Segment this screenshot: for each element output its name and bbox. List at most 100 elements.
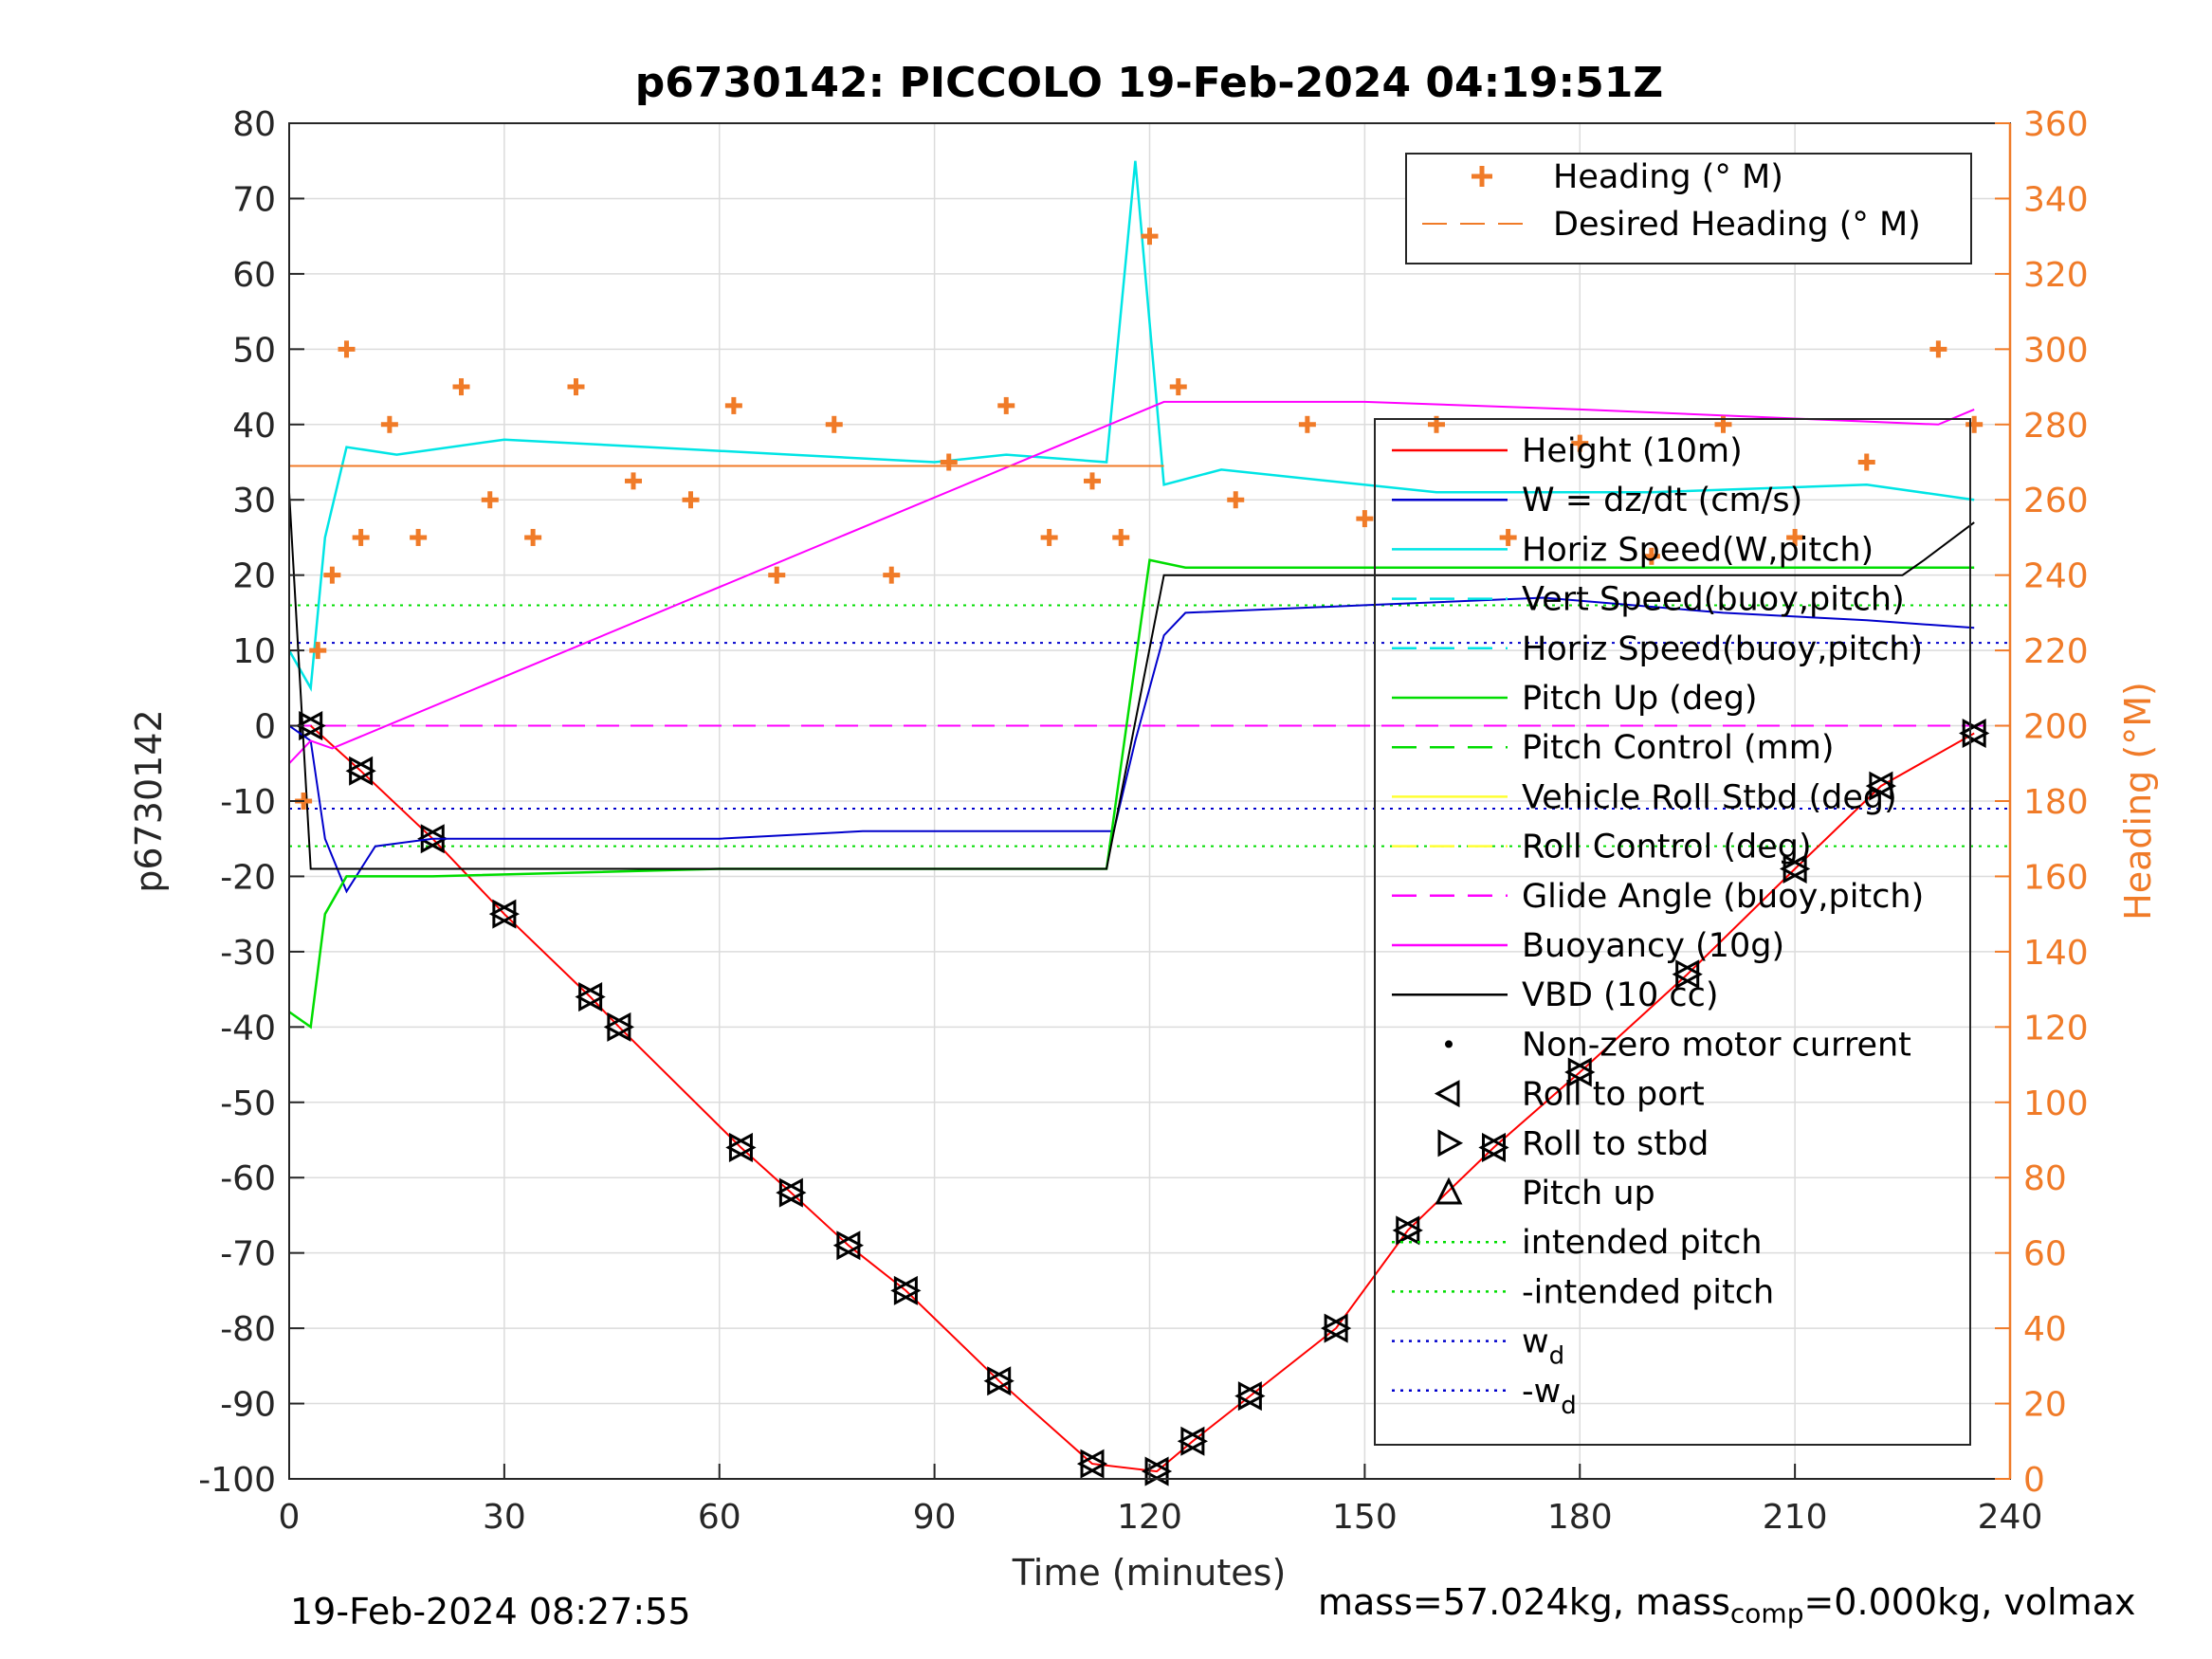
x-tick-label: 30 [483, 1498, 526, 1537]
heading-point [1298, 415, 1316, 433]
x-tick-label: 240 [1978, 1498, 2043, 1537]
y-ticks: 80 70 60 50 40 30 20 10 0 -10 -20 -30 -40 -50 -60 -70 -8… [198, 105, 304, 1500]
roll-to-stbd-marker [1144, 1456, 1173, 1486]
right-y-tick-label: 160 [2023, 858, 2089, 897]
heading-point [883, 566, 901, 584]
legend-main-frame [1374, 418, 1971, 1446]
series-line [288, 400, 1975, 764]
heading-point [1857, 453, 1875, 471]
right-y-tick-label: 80 [2023, 1159, 2067, 1198]
heading-point [1169, 378, 1187, 396]
roll-to-stbd-marker [1396, 1215, 1423, 1246]
roll-to-stbd-marker [1080, 1449, 1108, 1479]
heading-point [309, 642, 327, 660]
right-y-tick-label: 200 [2023, 708, 2089, 747]
roll-to-stbd-marker [893, 1275, 922, 1305]
y-axis-label: p6730142 [128, 709, 170, 892]
heading-point [352, 528, 370, 546]
right-y-tick-label: 40 [2023, 1310, 2067, 1349]
x-ticks: 0 30 60 90 120 150 180 210 240 [279, 1464, 2043, 1537]
legend-entry: Horiz Speed(W,pitch) [1522, 531, 1874, 569]
heading-point [380, 415, 398, 433]
heading-point [1040, 528, 1058, 546]
footer-mass-sub: comp [1729, 1597, 1804, 1630]
legend-dot-marker [1445, 1040, 1453, 1048]
legend-heading: Heading (° M) Desired Heading (° M) [1405, 153, 1972, 264]
legend-entry: Roll to port [1522, 1076, 1705, 1114]
right-y-tick-label: 320 [2023, 256, 2089, 295]
right-y-tick-label: 240 [2023, 557, 2089, 596]
roll-to-stbd-marker [607, 1012, 635, 1042]
y-tick-label: 30 [232, 482, 276, 520]
x-tick-label: 180 [1547, 1498, 1613, 1537]
roll-to-stbd-marker [1482, 1132, 1509, 1162]
x-tick-label: 90 [913, 1498, 957, 1537]
legend-entry: Vert Speed(buoy,pitch) [1522, 581, 1905, 619]
y-tick-label: 20 [232, 557, 276, 596]
roll-to-stbd-marker [349, 756, 376, 786]
legend-entry: Roll Control (deg) [1522, 829, 1812, 866]
heading-point [410, 528, 428, 546]
right-y-tick-label: 360 [2023, 105, 2089, 144]
y-tick-label: -60 [220, 1159, 276, 1198]
y-tick-label: -30 [220, 934, 276, 973]
legend-entry: Vehicle Roll Stbd (deg) [1522, 778, 1897, 816]
heading-point [338, 340, 356, 358]
roll-marker [603, 1012, 635, 1042]
roll-marker [776, 1177, 807, 1208]
roll-marker [890, 1275, 922, 1305]
roll-marker [1865, 771, 1897, 801]
roll-to-stbd-marker [1324, 1313, 1352, 1343]
heading-point [1571, 434, 1589, 452]
roll-to-stbd-marker [1675, 959, 1703, 990]
footer-timestamp: 19-Feb-2024 08:27:55 [290, 1591, 691, 1632]
heading-point [1929, 340, 1947, 358]
y-tick-label: 60 [232, 256, 276, 295]
legend-entry: Buoyancy (10g) [1522, 927, 1784, 965]
roll-marker [725, 1132, 757, 1162]
roll-marker [1392, 1215, 1423, 1246]
heading-point [1141, 228, 1159, 246]
roll-marker [1672, 959, 1703, 990]
right-y-tick-label: 300 [2023, 331, 2089, 370]
y-tick-label: -70 [220, 1235, 276, 1274]
roll-to-stbd-marker [578, 982, 606, 1012]
legend-entry: Horiz Speed(buoy,pitch) [1522, 630, 1923, 668]
roll-to-stbd-marker [1962, 718, 1990, 749]
legend-entry: Pitch up [1522, 1175, 1655, 1212]
y-tick-label: -80 [220, 1310, 276, 1349]
heading-point [724, 396, 742, 414]
x-axis-label: Time (minutes) [1012, 1552, 1287, 1594]
heading-point [1965, 415, 1983, 433]
roll-marker [575, 982, 606, 1012]
footer-mass-suffix: =0.000kg, volmax [1803, 1581, 2136, 1623]
legend-port-marker [1434, 1080, 1460, 1108]
heading-point [1642, 547, 1660, 565]
roll-to-stbd-marker [420, 824, 448, 854]
roll-marker [1779, 853, 1811, 884]
roll-marker [1564, 1057, 1596, 1087]
heading-point [481, 491, 499, 509]
roll-marker [1234, 1381, 1266, 1412]
right-y-tick-label: 140 [2023, 934, 2089, 973]
legend-entry: Non-zero motor current [1522, 1026, 1911, 1064]
legend-entry: Glide Angle (buoy,pitch) [1522, 878, 1924, 916]
footer-mass-prefix: mass=57.024kg, mass [1318, 1581, 1730, 1623]
legend-up-marker [1435, 1176, 1463, 1205]
y-tick-label: -40 [220, 1009, 276, 1048]
roll-to-stbd-marker [1237, 1381, 1266, 1412]
heading-point [452, 378, 470, 396]
right-y-tick-label: 120 [2023, 1009, 2089, 1048]
y-tick-label: 70 [232, 180, 276, 219]
roll-marker [1959, 718, 1990, 749]
heading-point [625, 472, 642, 490]
heading-point [682, 491, 700, 509]
right-y-ticks: 3603403203002802602402202001801601401201… [1995, 105, 2089, 1500]
heading-point [1112, 528, 1130, 546]
y-tick-label: -90 [220, 1386, 276, 1425]
y-tick-label: 10 [232, 632, 276, 671]
heading-point [768, 566, 786, 584]
footer-mass: mass=57.024kg, masscomp=0.000kg, volmax [1318, 1581, 2135, 1630]
y-tick-label: -10 [220, 783, 276, 822]
y-tick-label: -20 [220, 858, 276, 897]
